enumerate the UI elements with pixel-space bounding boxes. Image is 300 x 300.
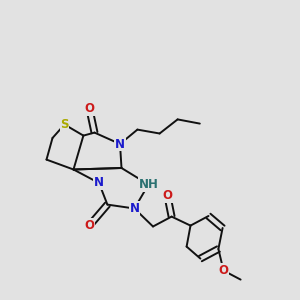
Text: O: O: [218, 264, 229, 277]
Text: S: S: [60, 118, 69, 131]
Text: N: N: [115, 137, 125, 151]
Text: NH: NH: [139, 178, 158, 191]
Text: O: O: [84, 102, 94, 115]
Text: O: O: [84, 219, 94, 232]
Text: N: N: [94, 176, 104, 190]
Text: N: N: [129, 202, 140, 215]
Text: O: O: [162, 189, 172, 202]
